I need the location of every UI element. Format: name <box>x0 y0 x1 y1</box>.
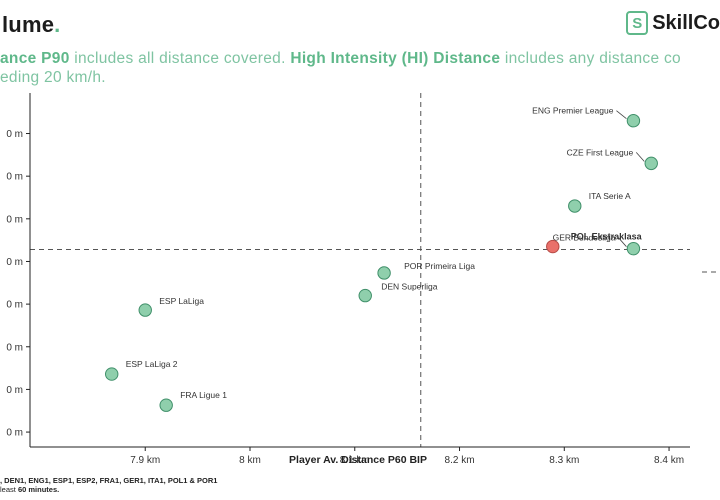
x-tick-label: 7.9 km <box>130 455 160 466</box>
data-point <box>644 156 658 171</box>
data-point <box>377 266 391 280</box>
footnote: , DEN1, ENG1, ESP1, ESP2, FRA1, GER1, IT… <box>0 476 217 494</box>
data-point-label: DEN Superliga <box>381 282 437 292</box>
subtitle-term-distance: ance P90 <box>0 50 70 67</box>
data-point <box>626 241 641 256</box>
data-point-label: ESP LaLiga <box>159 296 204 306</box>
data-point <box>138 303 152 317</box>
x-tick-label: 8.3 km <box>549 455 579 466</box>
y-tick-label: 0 m <box>6 172 23 183</box>
subtitle-text-1: includes all distance covered. <box>69 50 291 67</box>
data-point <box>546 239 560 254</box>
y-tick-label: 0 m <box>6 129 23 140</box>
x-tick-label: 8 km <box>239 455 261 466</box>
y-tick-label: 0 m <box>6 300 23 311</box>
data-point-label: GER Bundesliga <box>553 233 616 243</box>
subtitle-line-1: ance P90 includes all distance covered. … <box>0 49 720 69</box>
data-point <box>568 199 582 213</box>
footnote-minutes-prefix: least <box>0 485 18 494</box>
subtitle-text-2: includes any distance co <box>500 50 681 67</box>
data-point-label: ENG Premier League <box>532 106 614 116</box>
skillcorner-logo: S SkillCo <box>626 11 720 35</box>
x-tick-label: 8.1 km <box>340 455 370 466</box>
data-point <box>626 114 641 128</box>
data-point-label: POL Ekstraklasa <box>571 232 643 242</box>
data-point-label: ESP LaLiga 2 <box>126 359 178 369</box>
subtitle-term-hi: High Intensity (HI) Distance <box>290 50 501 67</box>
data-point-label: CZE First League <box>567 147 634 157</box>
skillcorner-logo-text: SkillCo <box>652 11 720 34</box>
footnote-minutes-value: 60 minutes. <box>17 485 60 494</box>
x-tick-label: 8.2 km <box>445 455 475 466</box>
leader-line <box>635 152 645 162</box>
subtitle-line-2: eding 20 km/h. <box>0 69 106 86</box>
x-tick-label: 8.4 km <box>654 455 684 466</box>
y-tick-label: 0 m <box>6 214 23 225</box>
data-point-label: ITA Serie A <box>589 191 631 201</box>
leader-line <box>618 237 627 247</box>
data-point-label: FRA Ligue 1 <box>180 390 227 400</box>
leader-line <box>616 110 627 120</box>
y-tick-label: 0 m <box>6 342 23 353</box>
data-point <box>159 398 173 412</box>
x-axis-label: Player Av. Distance P60 BIP <box>289 454 427 466</box>
y-tick-label: 0 m <box>6 428 23 439</box>
data-point <box>105 367 119 381</box>
data-point <box>358 288 372 303</box>
y-tick-label: 0 m <box>6 385 23 396</box>
y-tick-label: 0 m <box>6 257 23 268</box>
brand-dot: . <box>54 12 61 37</box>
footnote-leagues: , DEN1, ENG1, ESP1, ESP2, FRA1, GER1, IT… <box>0 476 218 485</box>
brand-name: lume <box>2 12 55 37</box>
skillcorner-mark-icon: S <box>626 11 649 35</box>
data-point-label: POR Primeira Liga <box>404 261 475 271</box>
brand-logo: lume. <box>2 12 60 38</box>
